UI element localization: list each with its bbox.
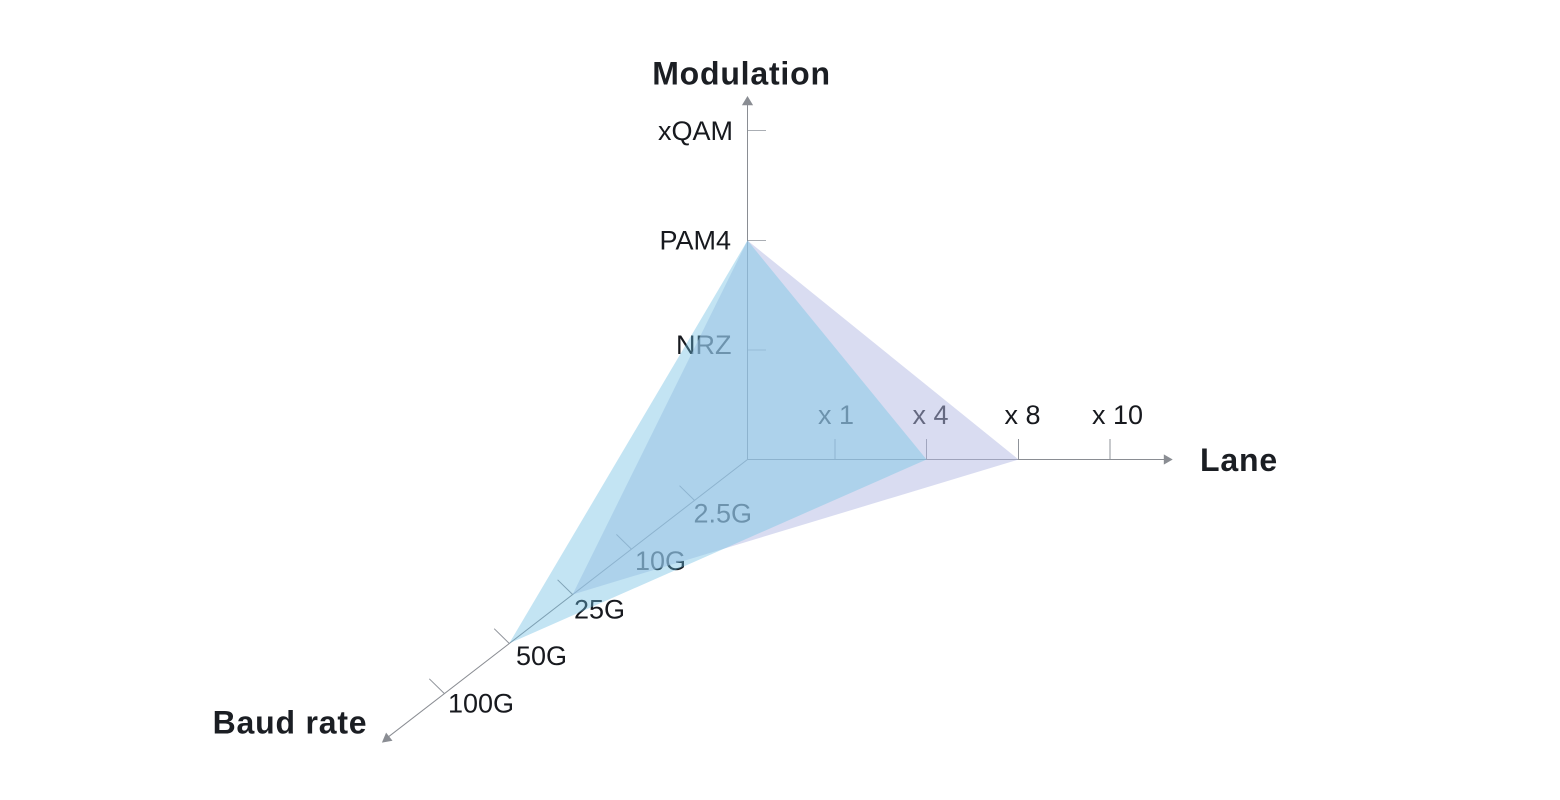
svg-text:50G: 50G (516, 641, 567, 671)
svg-text:25G: 25G (574, 595, 625, 625)
svg-text:PAM4: PAM4 (659, 226, 731, 256)
svg-text:Baud rate: Baud rate (213, 705, 368, 741)
svg-text:xQAM: xQAM (658, 116, 733, 146)
svg-text:Lane: Lane (1200, 442, 1278, 478)
svg-text:100G: 100G (448, 689, 514, 719)
svg-text:x 8: x 8 (1004, 400, 1040, 430)
svg-text:Modulation: Modulation (652, 56, 831, 92)
svg-text:x 10: x 10 (1092, 400, 1143, 430)
